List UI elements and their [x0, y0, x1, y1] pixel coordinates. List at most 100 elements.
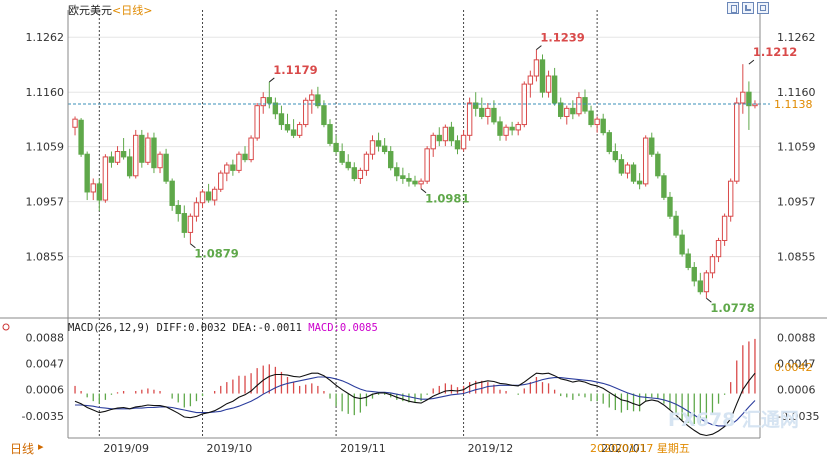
candle-body	[406, 177, 412, 182]
candle-body	[454, 140, 461, 150]
annotation-pointer	[706, 297, 712, 303]
annotation-pointer	[748, 59, 755, 65]
candle-body	[721, 215, 728, 242]
candle-body	[430, 134, 436, 150]
period-tab-label: 日线	[10, 442, 35, 456]
candle-body	[309, 94, 315, 101]
candle-body	[175, 204, 181, 215]
candle-body	[303, 99, 309, 126]
candle-body	[120, 151, 127, 158]
candle-body	[685, 253, 691, 268]
x-tick-label: 2020/01	[601, 442, 647, 455]
candle-body	[442, 126, 449, 142]
price-tick-label-left: 1.1059	[26, 141, 65, 154]
candle-body	[193, 202, 200, 217]
candle-body	[667, 196, 673, 217]
candle-body	[515, 124, 521, 131]
annotation-layer: 1.1179 1.0879 1.0981 1.1239 1.0778 1.1212	[190, 31, 797, 315]
candle-body	[400, 175, 406, 179]
candle-body	[727, 180, 734, 217]
macd-tick-label-right: 0.0047	[777, 358, 816, 371]
diff-value: DIFF:0.0032	[156, 322, 227, 334]
macd-params: MACD(26,12,9)	[68, 322, 151, 334]
candle-body	[163, 153, 169, 182]
candle-body	[266, 97, 273, 104]
candle-body	[375, 140, 382, 147]
candle-body	[618, 159, 625, 174]
price-tick-label-right: 1.1059	[777, 141, 816, 154]
toolbar-button-1[interactable]	[727, 2, 739, 14]
candle-body	[551, 75, 558, 104]
candle-body	[133, 134, 139, 177]
candle-body	[102, 156, 109, 201]
candle-body	[248, 137, 254, 161]
candle-body	[369, 140, 376, 155]
candle-body	[139, 134, 145, 163]
period-tab[interactable]: 日线 ▸	[0, 438, 60, 456]
footer-date: 2020/01/17 星期五	[590, 440, 690, 456]
price-layer	[68, 49, 770, 299]
candle-body	[424, 148, 430, 182]
candle-body	[218, 172, 224, 190]
candle-body	[296, 124, 303, 136]
candle-body	[412, 180, 418, 185]
price-tick-label-right: 1.0855	[777, 251, 816, 264]
candle-body	[588, 110, 594, 126]
macd-layer	[74, 338, 756, 437]
weekday-label: 星期五	[656, 442, 690, 455]
x-tick-label: 2019/12	[468, 442, 514, 455]
x-tick-label: 2019/10	[207, 442, 253, 455]
macd-tick-label-left: 0.0088	[26, 332, 65, 345]
candle-body	[479, 107, 485, 117]
candle-body	[321, 105, 327, 126]
candle-body	[126, 156, 133, 177]
annotation-pointer	[268, 77, 275, 83]
candle-body	[570, 107, 576, 115]
candle-body	[363, 153, 370, 171]
x-tick-label: 2019/11	[340, 442, 386, 455]
candle-body	[606, 132, 612, 153]
candle-body	[345, 161, 351, 169]
candle-body	[236, 153, 242, 171]
candle-body	[254, 105, 260, 139]
candle-body	[527, 75, 534, 85]
period-label[interactable]: <日线>	[112, 4, 153, 17]
high-price-label: 1.1212	[753, 45, 797, 59]
candle-body	[612, 151, 619, 161]
diff-line	[74, 372, 756, 437]
candle-body	[509, 126, 515, 131]
candle-body	[703, 272, 710, 293]
candle-body	[539, 59, 546, 93]
macd-tick-label-right: 0.0006	[777, 384, 816, 397]
candle-body	[636, 180, 643, 185]
annotation-pointer	[420, 188, 427, 194]
candle-body	[181, 213, 188, 233]
candle-body	[339, 151, 345, 163]
macd-tick-label-right: -0.0035	[777, 410, 819, 423]
chart-header: 欧元美元<日线>	[68, 2, 152, 18]
candle-body	[388, 151, 394, 169]
toolbar-button-3[interactable]	[757, 2, 769, 14]
candle-body	[157, 153, 163, 169]
candle-body	[114, 151, 121, 163]
candle-body	[473, 102, 479, 109]
candle-body	[576, 97, 582, 115]
candle-body	[96, 183, 103, 201]
annotation-pointer	[190, 243, 196, 249]
candle-body	[642, 137, 649, 185]
candle-body	[697, 280, 704, 293]
candle-body	[485, 107, 491, 117]
date-label: 2020/01/17	[590, 442, 654, 455]
candle-body	[205, 191, 212, 201]
candle-body	[351, 167, 357, 179]
axes-layer: 1.1262 1.1262 1.1160 1.1160 1.1059 1.1059 1.09…	[0, 10, 827, 455]
candle-body	[661, 175, 667, 198]
candle-body	[327, 124, 333, 144]
candle-body	[199, 191, 206, 204]
toolbar-button-2[interactable]	[742, 2, 754, 14]
candle-body	[679, 234, 685, 255]
candle-body	[466, 102, 473, 136]
macd-tick-label-left: 0.0047	[26, 358, 65, 371]
